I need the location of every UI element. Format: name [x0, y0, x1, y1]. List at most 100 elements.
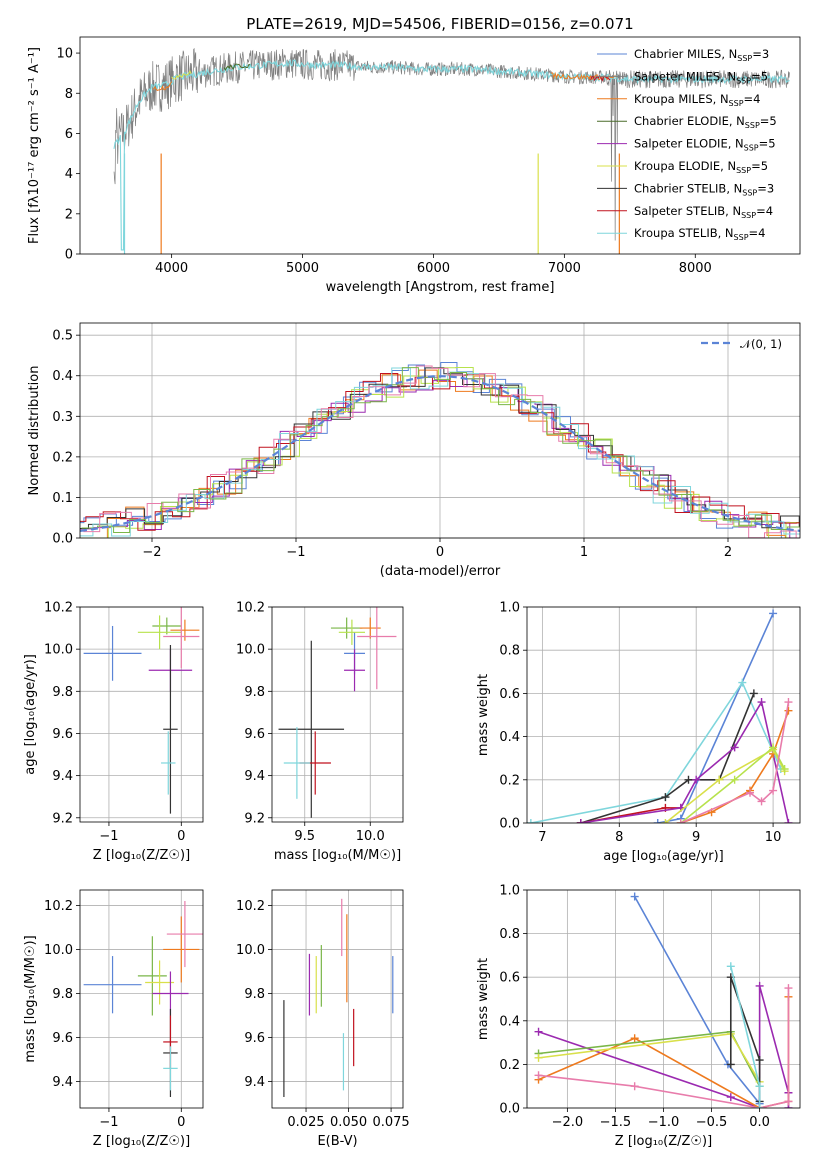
plot-area-age_vs_mass — [278, 607, 397, 818]
x-tick-label: −1 — [286, 545, 305, 560]
x-tick-label: −1.0 — [648, 1115, 680, 1130]
x-tick-label: 0 — [177, 829, 185, 844]
series-marker — [715, 775, 724, 784]
gaussian-curve — [80, 375, 800, 532]
x-tick-label: 10.0 — [356, 829, 385, 844]
x-axis-label: mass [log₁₀(M/M☉)] — [274, 848, 401, 863]
x-tick-label: 0.075 — [372, 1115, 409, 1130]
y-tick-label: 9.6 — [244, 1031, 265, 1046]
series-marker — [784, 1097, 793, 1106]
y-tick-label: 1.0 — [499, 601, 520, 616]
x-tick-label: 0 — [436, 545, 444, 560]
legend-label-main: Salpeter STELIB, N — [634, 204, 741, 218]
y-tick-label: 4 — [65, 167, 73, 182]
legend-label-main: Salpeter MILES, N — [634, 69, 736, 83]
legend-label-sub: SSP — [734, 233, 749, 242]
y-axis-label: Normed distribution — [27, 366, 42, 496]
data-spectrum-line — [113, 47, 790, 241]
panel-age_vs_mass: 9.5 10.0 9.2 9.4 9.6 9.8 10.0 10.2 mass [log₁₀(M… — [236, 601, 404, 863]
legend-label-main: Chabrier MILES, N — [634, 47, 737, 61]
series-marker — [684, 775, 693, 784]
series-marker — [755, 1056, 764, 1065]
y-tick-label: 9.4 — [52, 1075, 73, 1090]
legend-label-main: Chabrier ELODIE, N — [634, 114, 745, 128]
model-fragment-line — [223, 63, 251, 71]
y-tick-label: 10.0 — [44, 943, 73, 958]
axes-frame — [271, 606, 404, 823]
legend: 𝒩(0, 1) — [701, 337, 782, 351]
x-tick-label: 7000 — [548, 261, 581, 276]
series-marker — [755, 1104, 764, 1108]
x-tick-label: 0.0 — [749, 1115, 770, 1130]
model-spectrum-line — [113, 58, 790, 251]
legend-label: Salpeter MILES, NSSP=5 — [634, 69, 768, 85]
legend-label: Kroupa MILES, NSSP=4 — [634, 92, 760, 108]
series-marker — [576, 819, 585, 823]
legend-label-main: Chabrier STELIB, N — [634, 181, 742, 195]
series-marker — [755, 1082, 764, 1091]
legend-label-sub: SSP — [744, 144, 759, 153]
legend-label: Kroupa STELIB, NSSP=4 — [634, 226, 765, 242]
series-marker — [661, 819, 670, 823]
series-marker — [630, 1082, 639, 1091]
series-marker — [730, 743, 739, 752]
y-tick-label: 10.2 — [44, 899, 73, 914]
legend-label-suffix: =5 — [751, 69, 768, 83]
legend-label-suffix: =5 — [751, 159, 768, 173]
x-axis-label: E(B-V) — [317, 1134, 357, 1149]
series-marker — [769, 609, 778, 618]
x-tick-label: 8 — [615, 830, 623, 845]
y-tick-label: 0.6 — [499, 687, 520, 702]
y-tick-label: 10.0 — [236, 943, 265, 958]
legend-label-sub: SSP — [745, 121, 760, 130]
y-axis-label: mass weight — [476, 958, 491, 1040]
y-tick-label: 9.8 — [244, 987, 265, 1002]
y-tick-label: 0.2 — [499, 1058, 520, 1073]
axes-frame — [79, 606, 204, 823]
y-tick-label: 0.0 — [499, 817, 520, 832]
y-tick-label: 0.8 — [499, 927, 520, 942]
y-tick-label: 9.8 — [244, 685, 265, 700]
x-axis-label: Z [log₁₀(Z/Z☉)] — [615, 1134, 712, 1149]
legend-label-suffix: =4 — [756, 204, 773, 218]
chart-title: PLATE=2619, MJD=54506, FIBERID=0156, z=0… — [246, 15, 633, 33]
y-tick-label: 1.0 — [499, 884, 520, 899]
legend-label-suffix: =4 — [744, 92, 761, 106]
model-fragment-line — [171, 70, 192, 80]
series-line — [530, 680, 782, 823]
x-tick-label: −1 — [99, 1115, 118, 1130]
panel-mass_vs_ebv: 0.025 0.050 0.075 9.4 9.6 9.8 10.0 10.2 E(B-V) — [236, 889, 410, 1149]
x-axis-label: age [log₁₀(age/yr)] — [603, 849, 724, 864]
series-marker — [784, 819, 793, 823]
y-tick-label: 0.4 — [499, 1014, 520, 1029]
legend-label: Salpeter ELODIE, NSSP=5 — [634, 137, 776, 153]
series-marker — [757, 797, 766, 806]
y-tick-label: 2 — [65, 207, 73, 222]
axes-frame — [526, 606, 801, 824]
series-line — [580, 699, 790, 823]
series-marker — [780, 765, 789, 773]
legend-label-sub: SSP — [736, 76, 751, 85]
plot-area-age_vs_Z — [83, 607, 200, 814]
series-marker — [738, 678, 747, 687]
x-tick-label: −1 — [99, 829, 118, 844]
y-tick-label: 9.8 — [52, 685, 73, 700]
y-tick-label: 9.6 — [244, 727, 265, 742]
legend-label-suffix: =5 — [760, 114, 777, 128]
x-axis-label: Z [log₁₀(Z/Z☉)] — [93, 848, 190, 863]
series-marker — [784, 984, 793, 993]
legend-label-main: Kroupa MILES, N — [634, 92, 729, 106]
y-tick-label: 9.6 — [52, 727, 73, 742]
plot-area-mass_weight_vs_age — [527, 609, 793, 823]
legend-label: Chabrier MILES, NSSP=3 — [634, 47, 769, 63]
series-marker — [769, 743, 778, 752]
y-tick-label: 0.3 — [52, 410, 73, 425]
legend-label: Salpeter STELIB, NSSP=4 — [634, 204, 773, 220]
histogram-step-line — [80, 365, 800, 538]
series-marker — [784, 698, 793, 707]
x-tick-label: 7 — [538, 830, 546, 845]
y-tick-label: 10.2 — [236, 601, 265, 616]
